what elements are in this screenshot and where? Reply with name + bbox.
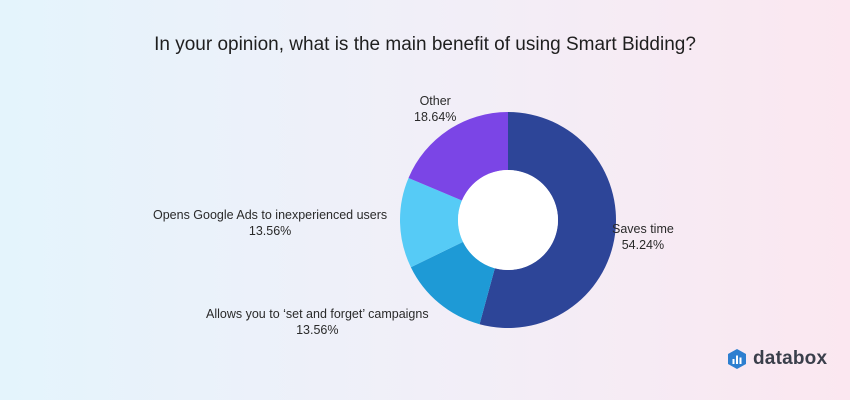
brand-name: databox (753, 348, 828, 369)
slice-name: Saves time (612, 222, 674, 236)
slice-name: Allows you to ‘set and forget’ campaigns (206, 307, 429, 321)
slice-name: Opens Google Ads to inexperienced users (153, 208, 388, 222)
donut-hole (458, 170, 558, 270)
donut-slice-1 (410, 241, 495, 325)
slice-name: Other (419, 94, 451, 108)
slice-value: 54.24% (621, 238, 665, 252)
slice-label-saves-time: Saves time 54.24% (612, 221, 674, 253)
slice-value: 13.56% (296, 323, 339, 337)
chart-title: In your opinion, what is the main benefi… (154, 34, 696, 55)
slice-label-other: Other 18.64% (414, 93, 456, 125)
donut-slice-3 (408, 112, 508, 201)
slice-value: 13.56% (248, 224, 292, 238)
slice-label-set-and-forget: Allows you to ‘set and forget’ campaigns… (206, 306, 429, 338)
donut-slice-2 (399, 177, 464, 268)
slice-value: 18.64% (414, 110, 457, 124)
donut-slice-0 (479, 112, 616, 328)
databox-logo-icon (728, 349, 746, 369)
databox-logo[interactable]: databox (727, 348, 827, 370)
slice-label-inexperienced-users: Opens Google Ads to inexperienced users … (153, 207, 387, 239)
